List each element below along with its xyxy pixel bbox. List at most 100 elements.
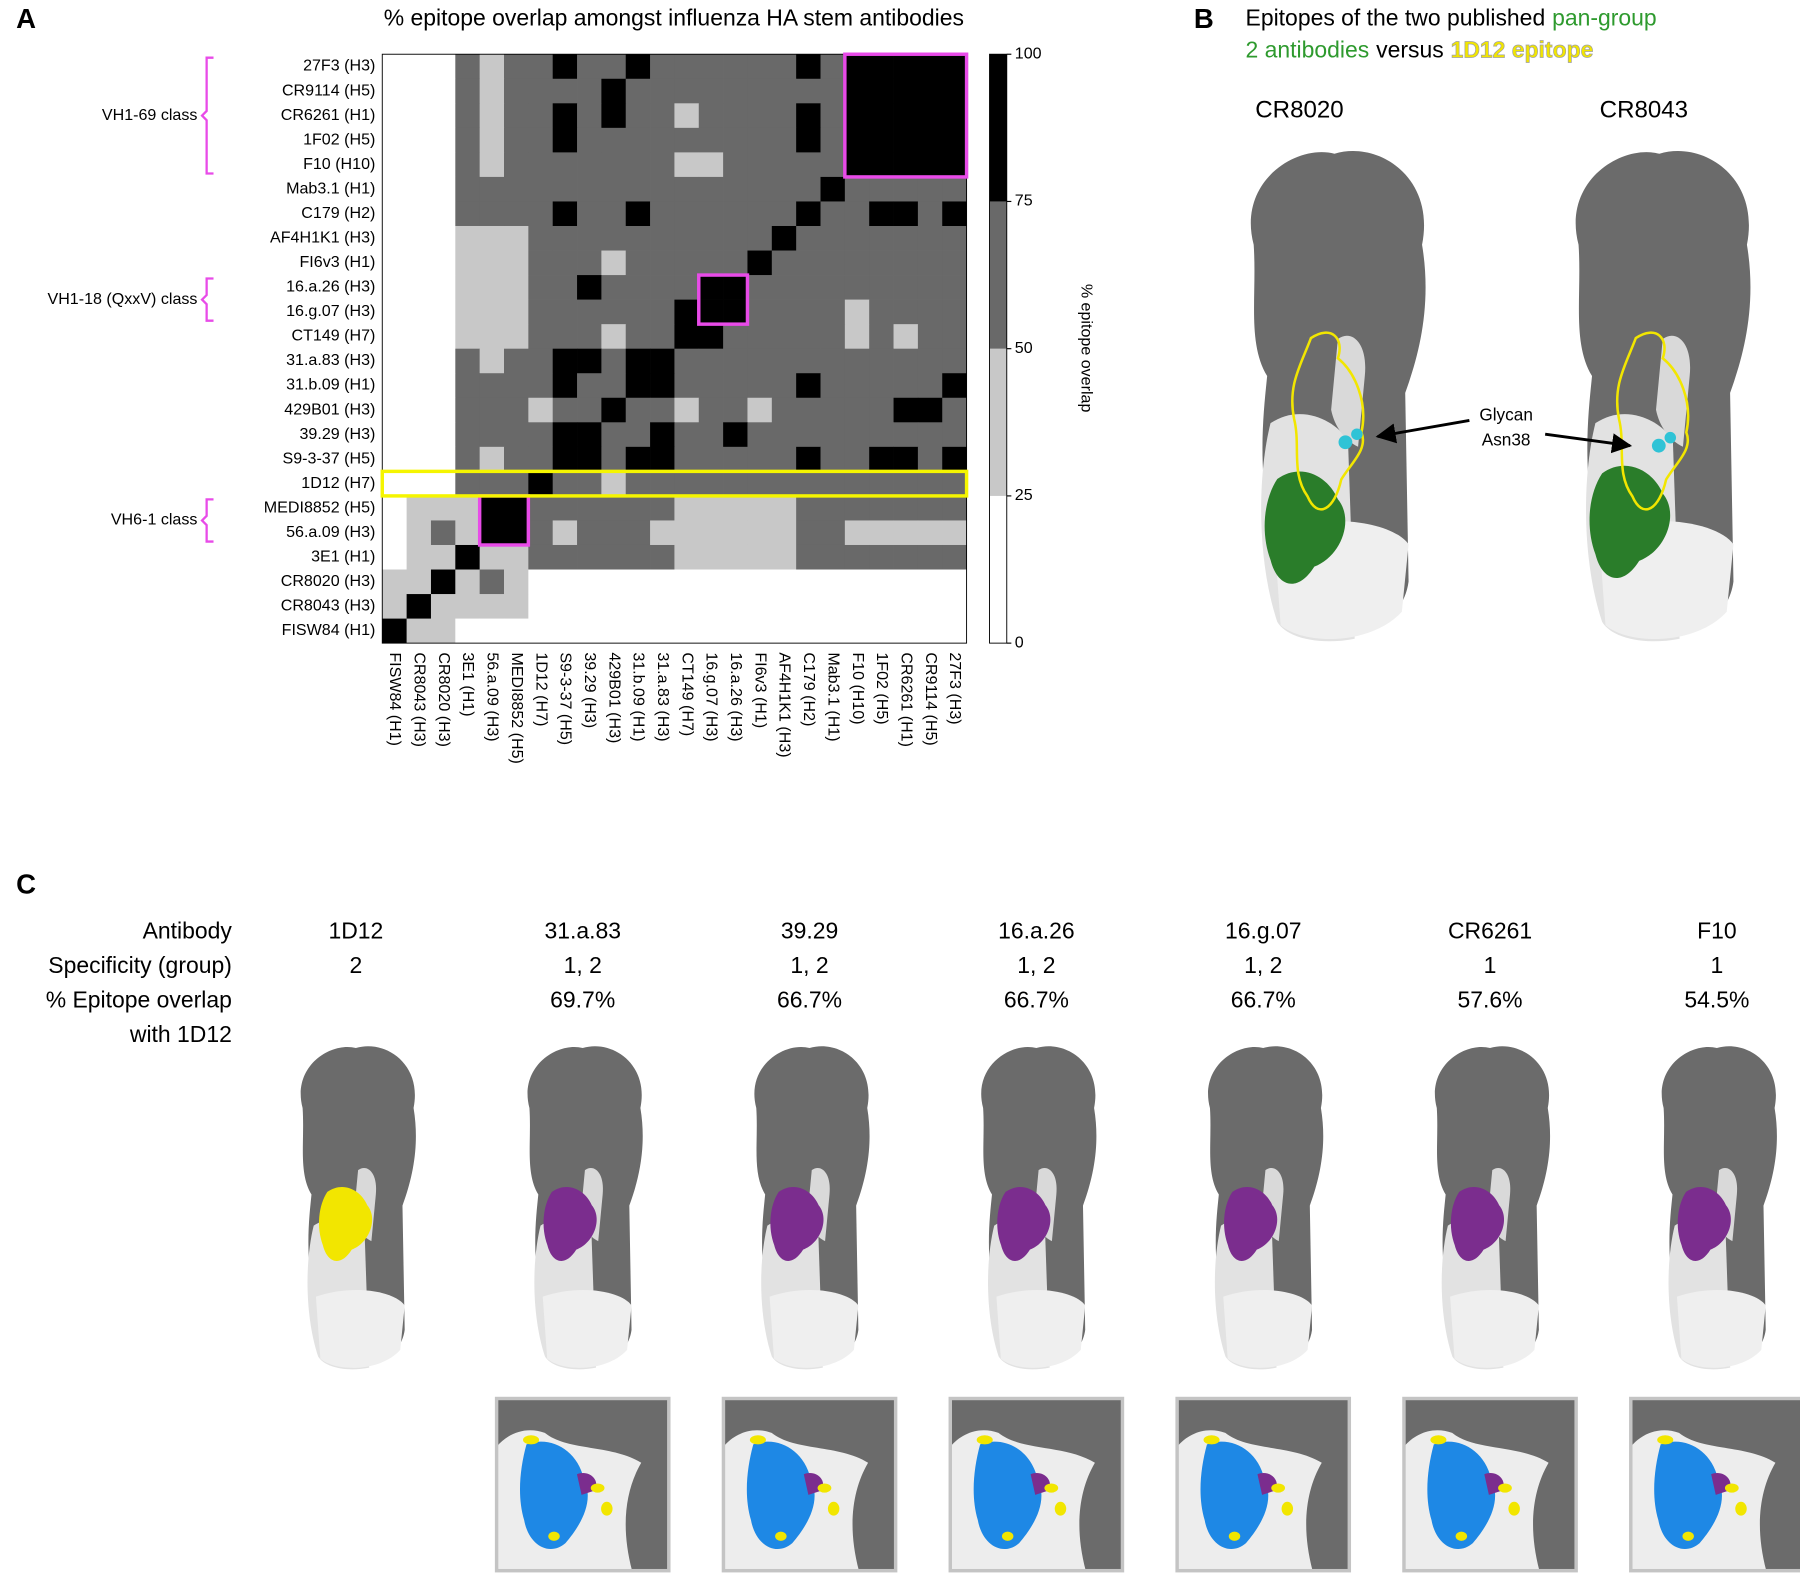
- heatmap-cell: [625, 225, 651, 251]
- title-part: 2 antibodies: [1246, 37, 1370, 63]
- heatmap-cell: [698, 471, 724, 497]
- heatmap-cell: [723, 127, 748, 153]
- row-label: 56.a.09 (H3): [286, 523, 375, 541]
- heatmap-cell: [771, 250, 797, 276]
- heatmap-cell: [893, 422, 919, 448]
- class-bracket: [200, 277, 214, 322]
- row-label: FISW84 (H1): [282, 621, 376, 639]
- heatmap-cell: [430, 78, 456, 104]
- heatmap-cell: [942, 495, 967, 521]
- heatmap-cell: [430, 324, 456, 350]
- heatmap-cell: [893, 618, 919, 644]
- heatmap-cell: [406, 446, 432, 472]
- heatmap-cell: [674, 201, 700, 227]
- heatmap-cell: [528, 103, 554, 129]
- heatmap-cell: [625, 373, 651, 399]
- heatmap-cell: [382, 127, 407, 153]
- heatmap-cell: [382, 446, 407, 472]
- heatmap-cell: [942, 103, 967, 129]
- row-label: MEDI8852 (H5): [264, 498, 376, 516]
- heatmap-cell: [625, 324, 651, 350]
- heatmap-cell: [942, 176, 967, 202]
- heatmap-cell: [406, 569, 432, 595]
- heatmap-cell: [869, 152, 894, 178]
- heatmap-cell: [552, 373, 578, 399]
- heatmap-cell: [406, 78, 432, 104]
- heatmap-cell: [796, 225, 821, 251]
- heatmap-cell: [406, 397, 432, 423]
- heatmap-cell: [625, 594, 651, 619]
- heatmap-cell: [747, 299, 773, 325]
- heatmap-cell: [917, 594, 943, 619]
- heatmap-cell: [698, 54, 724, 80]
- colorbar-label: % epitope overlap: [1077, 284, 1095, 413]
- heatmap-cell: [698, 373, 724, 399]
- heatmap-cell: [917, 544, 943, 570]
- heatmap-cell: [869, 250, 894, 276]
- heatmap-cell: [869, 127, 894, 153]
- heatmap-cell: [917, 275, 943, 300]
- heatmap-cell: [869, 78, 894, 104]
- heatmap-cell: [796, 397, 821, 423]
- row-label: AF4H1K1 (H3): [270, 229, 375, 247]
- heatmap-cell: [796, 446, 821, 472]
- heatmap-cell: [406, 54, 432, 80]
- inset-view: [1630, 1398, 1800, 1571]
- heatmap-cell: [917, 225, 943, 251]
- glycan: [1338, 435, 1353, 450]
- heatmap-cell: [650, 78, 675, 104]
- heatmap-cell: [942, 373, 967, 399]
- heatmap-cell: [430, 103, 456, 129]
- heatmap-cell: [820, 495, 846, 521]
- heatmap-cell: [796, 520, 821, 546]
- heatmap-cell: [917, 446, 943, 472]
- annotation: Asn38: [1482, 430, 1531, 450]
- antibody-name: 39.29: [781, 917, 838, 943]
- colorbar-segment: [989, 201, 1007, 349]
- column-label: CR9114 (H5): [922, 652, 940, 745]
- heatmap-cell: [406, 275, 432, 300]
- heatmap-cell: [771, 54, 797, 80]
- heatmap-cell: [674, 594, 700, 619]
- heatmap-cell: [893, 54, 919, 80]
- heatmap-cell: [577, 594, 602, 619]
- colorbar-segment: [989, 348, 1007, 496]
- overlap: 66.7%: [777, 986, 842, 1012]
- heatmap-cell: [650, 250, 675, 276]
- heatmap-cell: [796, 495, 821, 521]
- heatmap-cell: [650, 520, 675, 546]
- heatmap-cell: [844, 54, 870, 80]
- heatmap-cell: [528, 520, 554, 546]
- heatmap-cell: [406, 544, 432, 570]
- annotation: Glycan: [1479, 404, 1533, 424]
- heatmap-cell: [528, 176, 554, 202]
- heatmap-cell: [723, 176, 748, 202]
- heatmap-cell: [747, 446, 773, 472]
- heatmap-cell: [893, 201, 919, 227]
- heatmap-cell: [942, 594, 967, 619]
- heatmap-cell: [552, 544, 578, 570]
- heatmap-cell: [747, 176, 773, 202]
- heatmap-cell: [844, 569, 870, 595]
- heatmap-cell: [479, 495, 505, 521]
- title-part: versus: [1376, 37, 1444, 63]
- heatmap-cell: [601, 299, 627, 325]
- heatmap-cell: [893, 446, 919, 472]
- heatmap-cell: [844, 618, 870, 644]
- heatmap-cell: [771, 422, 797, 448]
- heatmap-cell: [455, 520, 480, 546]
- heatmap-cell: [796, 201, 821, 227]
- heatmap-cell: [504, 348, 529, 374]
- class-label: VH6-1 class: [111, 511, 198, 529]
- heatmap-cell: [917, 103, 943, 129]
- column-label: 31.a.83 (H3): [654, 652, 672, 741]
- heatmap-cell: [625, 471, 651, 497]
- heatmap-cell: [674, 78, 700, 104]
- heatmap-cell: [771, 397, 797, 423]
- heatmap-cell: [723, 103, 748, 129]
- heatmap-cell: [479, 78, 505, 104]
- heatmap-cell: [528, 275, 554, 300]
- heatmap-cell: [674, 471, 700, 497]
- heatmap-cell: [893, 103, 919, 129]
